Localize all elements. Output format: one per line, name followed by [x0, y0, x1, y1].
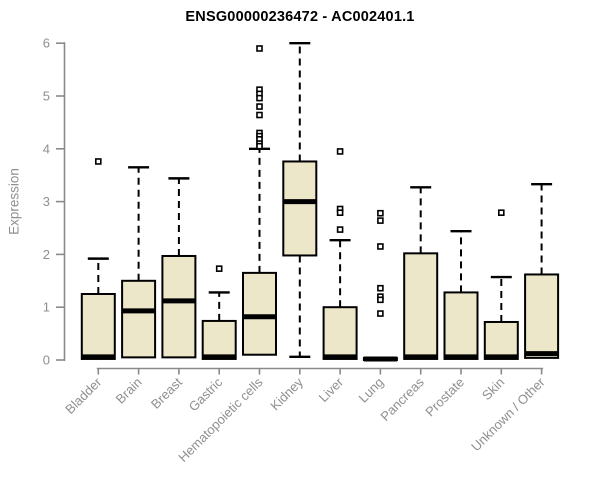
box-brain — [121, 166, 157, 359]
x-category-label: Kidney — [267, 374, 306, 413]
outlier-point — [95, 158, 102, 165]
box-liver — [322, 148, 358, 360]
y-tick-label: 1 — [43, 300, 50, 315]
x-category-label: Skin — [479, 375, 507, 403]
iqr-box — [80, 293, 116, 360]
outlier-point — [377, 296, 384, 304]
y-tick-label: 0 — [43, 353, 50, 368]
y-tick-label: 5 — [43, 89, 50, 104]
x-category-label: Brain — [113, 375, 145, 407]
box-pancreas — [403, 186, 439, 360]
box-unknown-other — [524, 182, 560, 359]
box-kidney — [282, 42, 318, 359]
box-breast — [161, 177, 197, 359]
chart-title: ENSG00000236472 - AC002401.1 — [185, 9, 415, 25]
outlier-point — [377, 243, 384, 250]
outlier-point — [497, 209, 505, 216]
outlier-point — [256, 111, 263, 119]
x-category-label: Bladder — [62, 374, 105, 417]
iqr-box — [201, 319, 237, 360]
iqr-box — [242, 271, 277, 356]
x-category-label: Liver — [316, 374, 347, 405]
iqr-box — [483, 320, 519, 360]
x-category-label: Lung — [355, 375, 386, 406]
box-prostate — [443, 229, 479, 360]
outlier-point — [256, 142, 263, 150]
y-tick-label: 3 — [43, 194, 50, 209]
box-gastric — [201, 265, 237, 360]
outlier-point — [377, 310, 384, 317]
box-skin — [483, 209, 519, 360]
iqr-box — [121, 279, 157, 359]
x-category-label: Pancreas — [377, 374, 427, 424]
outlier-point — [377, 284, 384, 292]
outlier-point — [336, 226, 344, 233]
box-bladder — [80, 158, 116, 360]
iqr-box — [524, 273, 560, 359]
y-tick-label: 6 — [43, 36, 50, 51]
iqr-box — [282, 160, 318, 257]
y-axis: 0 1 2 3 4 5 6 — [43, 36, 66, 368]
y-tick-label: 4 — [43, 141, 50, 156]
x-category-label: Unknown / Other — [468, 374, 548, 454]
outlier-point — [256, 94, 263, 102]
iqr-box — [161, 254, 197, 359]
iqr-box — [403, 252, 439, 360]
outlier-point — [215, 265, 223, 272]
x-category-label: Breast — [148, 374, 185, 411]
iqr-box — [443, 291, 479, 360]
box-hematopoietic-cells — [242, 45, 277, 356]
outlier-point — [336, 209, 344, 216]
x-category-label: Gastric — [186, 374, 226, 414]
outlier-point — [256, 45, 263, 52]
iqr-box — [322, 306, 358, 360]
outlier-point — [256, 103, 263, 110]
outlier-point — [336, 148, 344, 155]
y-tick-label: 2 — [43, 247, 50, 262]
outlier-point — [377, 209, 384, 217]
outlier-point — [377, 217, 384, 224]
x-category-label: Prostate — [422, 375, 467, 420]
box-lung — [362, 209, 398, 362]
